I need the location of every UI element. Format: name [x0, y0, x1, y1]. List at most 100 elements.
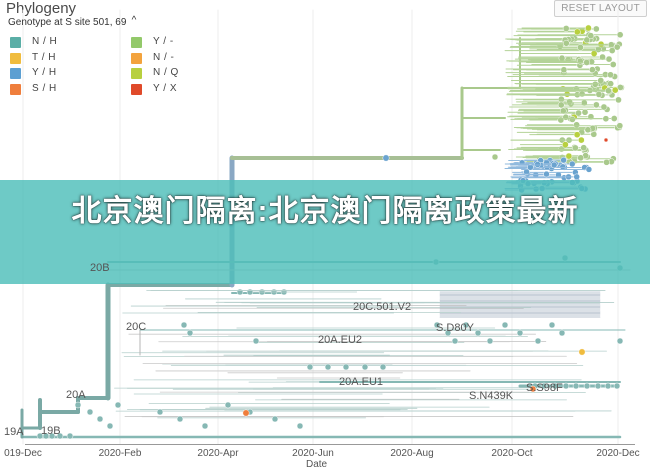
tip-node[interactable]	[271, 415, 279, 423]
tip-node[interactable]	[561, 141, 569, 148]
tip-node[interactable]	[560, 66, 568, 74]
tip-node[interactable]	[534, 337, 542, 345]
tip-node[interactable]	[605, 55, 613, 63]
tip-node[interactable]	[557, 116, 565, 124]
tip-node[interactable]	[176, 415, 184, 423]
tip-node[interactable]	[616, 122, 624, 130]
tip-node[interactable]	[96, 415, 104, 423]
tip-node[interactable]	[616, 337, 624, 345]
tip-node[interactable]	[224, 401, 232, 409]
tip-node[interactable]	[548, 321, 556, 329]
tip-node[interactable]	[516, 329, 524, 337]
tip-node[interactable]	[534, 161, 541, 168]
tip-node[interactable]	[581, 108, 589, 116]
tip-node[interactable]	[486, 337, 494, 345]
tip-node[interactable]	[594, 382, 602, 390]
tip-node[interactable]	[602, 115, 610, 123]
tip-node[interactable]	[529, 385, 537, 393]
tip-node[interactable]	[451, 337, 459, 345]
tip-node[interactable]	[580, 144, 588, 152]
tip-node[interactable]	[597, 77, 605, 84]
tip-node[interactable]	[48, 432, 56, 440]
tip-node[interactable]	[560, 156, 567, 164]
tip-node[interactable]	[573, 28, 581, 36]
tip-node[interactable]	[600, 103, 608, 111]
tip-node[interactable]	[361, 363, 369, 371]
tip-node[interactable]	[433, 321, 441, 329]
tip-node[interactable]	[186, 329, 194, 337]
tip-node[interactable]	[86, 408, 94, 416]
tip-node[interactable]	[557, 95, 565, 103]
tip-node[interactable]	[324, 363, 332, 371]
tip-node[interactable]	[603, 137, 609, 143]
tip-node[interactable]	[565, 152, 573, 160]
tip-node[interactable]	[616, 31, 624, 39]
tip-node[interactable]	[607, 71, 614, 79]
tip-node[interactable]	[585, 24, 592, 32]
tip-node[interactable]	[236, 288, 244, 296]
tip-node[interactable]	[573, 173, 580, 181]
tip-node[interactable]	[559, 107, 567, 115]
tip-node[interactable]	[583, 36, 591, 44]
tip-node[interactable]	[114, 401, 122, 409]
tip-node[interactable]	[576, 57, 584, 65]
tip-node[interactable]	[605, 87, 612, 95]
tip-node[interactable]	[583, 59, 591, 66]
tip-node[interactable]	[201, 422, 209, 430]
tip-node[interactable]	[584, 126, 592, 134]
tip-node[interactable]	[56, 432, 64, 440]
tip-node[interactable]	[558, 329, 566, 337]
tip-node[interactable]	[180, 321, 188, 329]
tip-node[interactable]	[592, 25, 600, 33]
reset-layout-button[interactable]: RESET LAYOUT	[554, 0, 647, 17]
tip-node[interactable]	[569, 160, 576, 168]
tip-node[interactable]	[589, 66, 596, 74]
tip-node[interactable]	[562, 382, 570, 390]
tip-node[interactable]	[573, 131, 581, 139]
tip-node[interactable]	[603, 158, 610, 166]
tip-node[interactable]	[559, 163, 567, 171]
tip-node[interactable]	[379, 363, 387, 371]
tip-node[interactable]	[444, 329, 452, 337]
tip-node[interactable]	[557, 101, 565, 109]
tip-node[interactable]	[572, 382, 580, 390]
tip-node[interactable]	[342, 363, 350, 371]
tip-node[interactable]	[610, 115, 618, 122]
tip-node[interactable]	[613, 382, 621, 390]
tip-node[interactable]	[382, 154, 390, 162]
tip-node[interactable]	[587, 32, 595, 40]
tip-node[interactable]	[577, 136, 585, 144]
tip-node[interactable]	[66, 432, 74, 440]
tip-node[interactable]	[106, 422, 114, 430]
tip-node[interactable]	[558, 54, 566, 62]
tip-node[interactable]	[591, 80, 599, 88]
tip-node[interactable]	[523, 168, 530, 176]
tip-node[interactable]	[577, 154, 585, 162]
tip-node[interactable]	[572, 144, 579, 152]
tip-node[interactable]	[156, 408, 164, 416]
tip-node[interactable]	[578, 90, 586, 98]
tip-node[interactable]	[604, 382, 612, 390]
tip-node[interactable]	[575, 109, 582, 117]
tip-node[interactable]	[611, 86, 619, 94]
tip-node[interactable]	[562, 25, 570, 32]
tip-node[interactable]	[74, 401, 82, 409]
tip-node[interactable]	[296, 422, 304, 430]
tip-node[interactable]	[595, 91, 603, 98]
tip-node[interactable]	[540, 382, 548, 390]
tip-node[interactable]	[543, 170, 550, 178]
tip-node[interactable]	[585, 166, 593, 173]
tip-node[interactable]	[607, 80, 614, 88]
tip-node[interactable]	[252, 337, 260, 345]
tip-node[interactable]	[474, 329, 482, 337]
tip-node[interactable]	[593, 101, 600, 109]
chevron-up-icon[interactable]: ^	[131, 15, 137, 26]
tip-node[interactable]	[577, 44, 584, 51]
tip-node[interactable]	[501, 321, 509, 329]
tip-node[interactable]	[242, 409, 250, 417]
tip-node[interactable]	[569, 116, 576, 123]
tip-node[interactable]	[615, 96, 622, 104]
tip-node[interactable]	[578, 348, 586, 356]
tip-node[interactable]	[608, 47, 616, 54]
